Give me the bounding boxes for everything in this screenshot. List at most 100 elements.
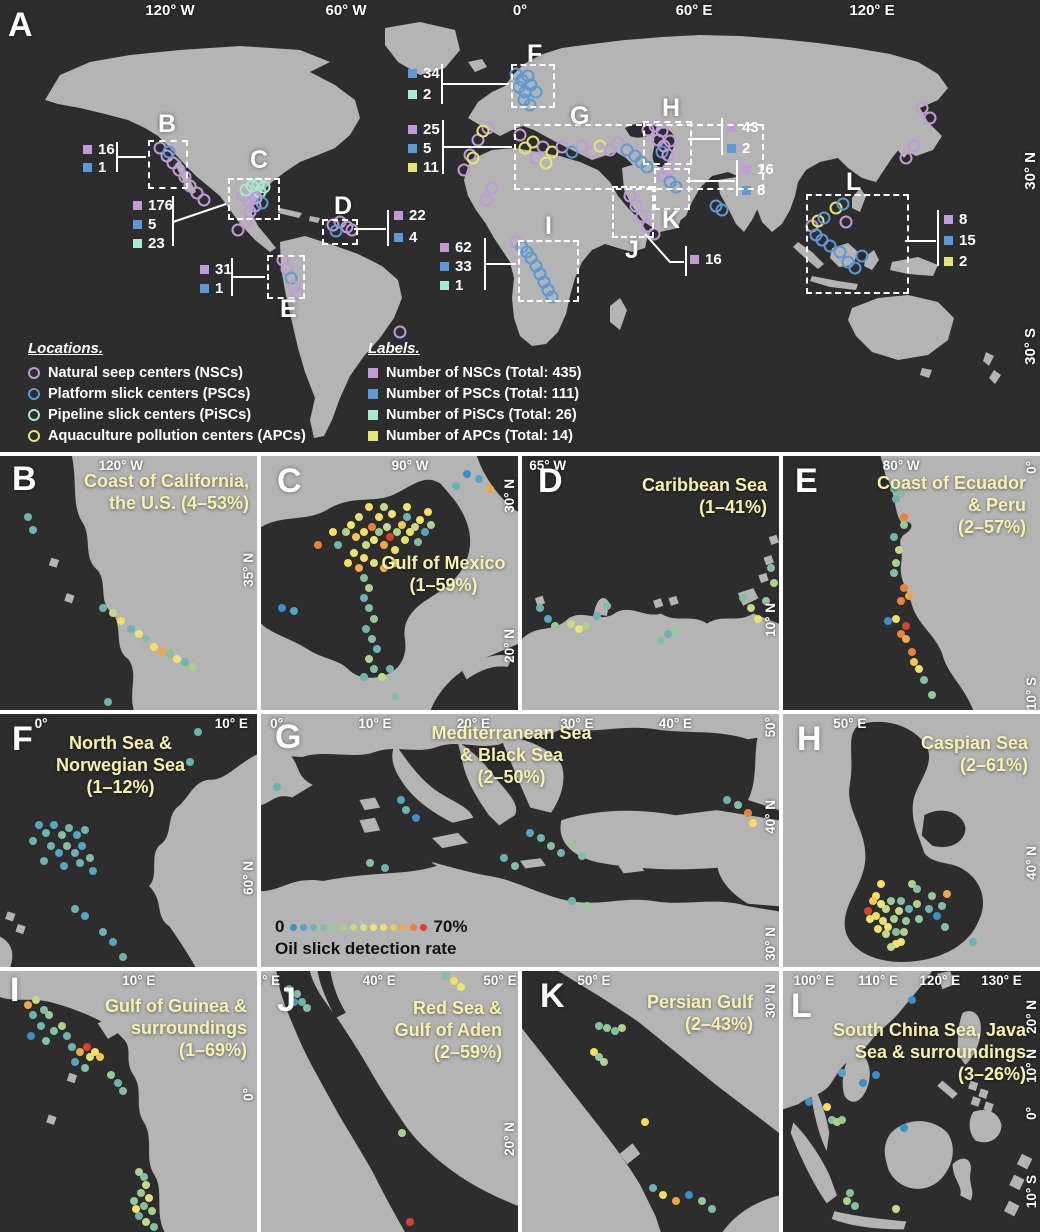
slick-center-marker-nsc: [661, 148, 675, 162]
detection-dot: [137, 1188, 146, 1197]
detection-dot: [551, 622, 560, 631]
count-swatch-psc: [408, 144, 417, 153]
world-map: [45, 22, 1001, 438]
longitude-tick: 80° W: [882, 458, 920, 473]
detection-dot: [899, 520, 908, 529]
detection-dot: [109, 609, 118, 618]
count-swatch-apc: [944, 257, 953, 266]
detection-dot: [57, 1021, 66, 1030]
detection-dot: [868, 897, 877, 906]
count-swatch-apc: [408, 163, 417, 172]
slick-center-marker-psc: [545, 290, 559, 304]
detection-dot: [866, 914, 875, 923]
detection-dot: [290, 998, 299, 1007]
count-value: 22: [409, 207, 426, 224]
legend-title: Locations.: [28, 340, 104, 357]
count-value: 176: [148, 197, 174, 214]
legend-label: Number of APCs (Total: 14): [386, 428, 573, 444]
detection-dot: [75, 859, 84, 868]
legend-square-icon: [368, 389, 378, 399]
panel-letter-F: F: [12, 720, 33, 758]
longitude-tick: 120° W: [145, 2, 195, 19]
detection-dot: [83, 1042, 92, 1051]
detection-dot: [838, 1068, 847, 1077]
legend-square-icon: [368, 368, 378, 378]
longitude-tick: 120° E: [919, 973, 961, 988]
detection-dot: [567, 839, 576, 848]
region-box-B: [148, 140, 188, 189]
detection-dot: [894, 545, 903, 554]
detection-dot: [743, 808, 752, 817]
panel-letter-K: K: [540, 977, 565, 1015]
panel-region-J: J Red Sea & Gulf of Aden (2–59%) 30° E 40° …: [261, 971, 518, 1232]
region-box-letter-I: I: [545, 212, 552, 240]
detection-dot: [547, 841, 556, 850]
slick-center-marker-psc: [836, 197, 850, 211]
longitude-tick: 20° E: [456, 716, 490, 731]
detection-dot: [80, 912, 89, 921]
detection-dot: [372, 645, 381, 654]
detection-dot: [359, 594, 368, 603]
detection-dot: [67, 1042, 76, 1051]
detection-dot: [165, 650, 174, 659]
count-callout-E: 1: [200, 281, 223, 296]
coastline-map-J: [276, 971, 518, 1232]
count-swatch-psc: [742, 186, 751, 195]
panel-letter-B: B: [12, 460, 37, 498]
count-callout-E: 31: [200, 262, 232, 277]
detection-dot: [70, 849, 79, 858]
panel-region-K: K Persian Gulf (2–43%) 50° E 30° N: [522, 971, 779, 1232]
detection-dot: [708, 1204, 717, 1213]
slick-center-marker-nsc: [647, 227, 661, 241]
detection-dot: [80, 826, 89, 835]
coastline-map-G: [261, 714, 779, 967]
slick-center-marker-nsc: [839, 215, 853, 229]
detection-dot: [897, 490, 906, 499]
region-box-L: [806, 194, 909, 294]
detection-dot: [672, 624, 681, 633]
detection-dot: [858, 1079, 867, 1088]
detection-dot: [359, 553, 368, 562]
detection-dot: [894, 907, 903, 916]
detection-dot: [39, 856, 48, 865]
detection-dot: [292, 990, 301, 999]
detection-dot: [365, 859, 374, 868]
count-value: 16: [757, 161, 774, 178]
count-value: 1: [455, 277, 464, 294]
colorbar-dot: [300, 923, 308, 931]
longitude-tick: 10° E: [214, 716, 248, 731]
count-swatch-psc: [440, 262, 449, 271]
detection-dot: [370, 665, 379, 674]
detection-dot: [344, 558, 353, 567]
region-box-D: [322, 219, 358, 245]
detection-dot: [421, 528, 430, 537]
colorbar-dot: [410, 923, 418, 931]
longitude-tick: 60° E: [675, 2, 713, 19]
detection-dot: [62, 1032, 71, 1041]
detection-dot: [364, 584, 373, 593]
detection-dot: [55, 849, 64, 858]
locations-legend: Locations. Natural seep centers (NSCs) Pla…: [28, 340, 306, 444]
detection-dot: [403, 512, 412, 521]
detection-dot: [884, 617, 893, 626]
detection-dot: [119, 952, 128, 961]
detection-dot: [733, 801, 742, 810]
legend-label: Number of NSCs (Total: 435): [386, 365, 582, 381]
slick-center-marker-nsc: [231, 223, 245, 237]
detection-dot: [907, 995, 916, 1004]
colorbar-dot: [380, 923, 388, 931]
legend-title: Labels.: [368, 340, 420, 357]
region-box-C: [228, 178, 280, 220]
panel-letter-H: H: [797, 720, 822, 758]
detection-dot: [91, 1047, 100, 1056]
region-box-letter-E: E: [280, 295, 297, 323]
panel-letter-J: J: [277, 981, 296, 1019]
count-callout-D: 22: [394, 208, 426, 223]
panel-title-D: Caribbean Sea (1–41%): [641, 475, 767, 517]
longitude-tick: 60° W: [325, 2, 367, 19]
detection-dot: [769, 579, 778, 587]
panel-title-K: Persian Gulf (2–43%): [646, 992, 753, 1034]
panel-region-H: H Caspian Sea (2–61%) 50° E 40° N: [783, 714, 1040, 967]
detection-dot: [49, 1027, 58, 1036]
slick-center-marker-psc: [833, 245, 847, 259]
